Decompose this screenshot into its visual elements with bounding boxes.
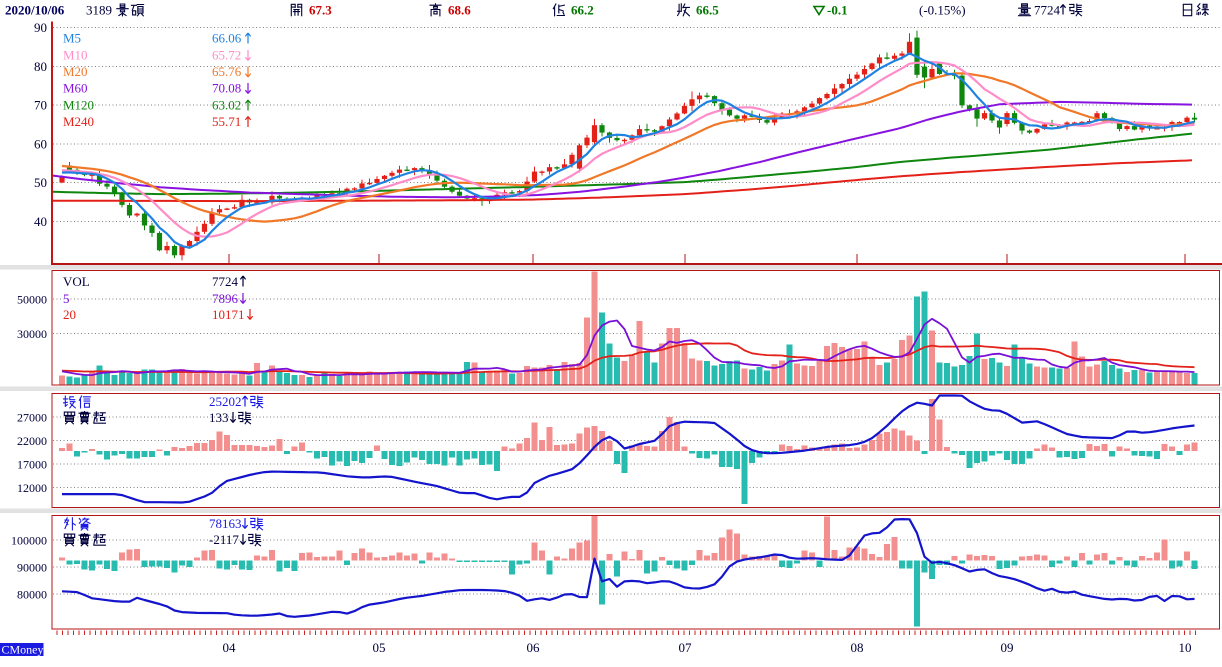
svg-text:70.08: 70.08 bbox=[212, 81, 241, 96]
svg-text:5: 5 bbox=[63, 291, 70, 306]
svg-text:M240: M240 bbox=[63, 114, 94, 129]
svg-text:7896: 7896 bbox=[212, 291, 239, 306]
svg-text:30000: 30000 bbox=[17, 327, 47, 341]
svg-text:50: 50 bbox=[34, 175, 47, 190]
svg-text:133: 133 bbox=[209, 410, 229, 425]
svg-text:12000: 12000 bbox=[17, 481, 47, 495]
svg-text:70: 70 bbox=[34, 98, 47, 113]
svg-text:40: 40 bbox=[34, 214, 47, 229]
svg-text:80000: 80000 bbox=[17, 588, 47, 602]
svg-text:M10: M10 bbox=[63, 48, 88, 63]
svg-text:25202: 25202 bbox=[209, 394, 242, 409]
svg-text:68.6: 68.6 bbox=[448, 3, 471, 18]
svg-text:(-0.15%): (-0.15%) bbox=[919, 3, 966, 18]
svg-text:65.72: 65.72 bbox=[212, 48, 241, 63]
svg-text:06: 06 bbox=[527, 640, 541, 655]
svg-text:7724: 7724 bbox=[212, 274, 239, 289]
svg-text:90000: 90000 bbox=[17, 561, 47, 575]
svg-text:10: 10 bbox=[1179, 640, 1192, 655]
svg-text:-0.1: -0.1 bbox=[827, 3, 848, 18]
svg-text:17000: 17000 bbox=[17, 458, 47, 472]
svg-text:07: 07 bbox=[679, 640, 693, 655]
svg-text:100000: 100000 bbox=[11, 534, 47, 548]
svg-text:63.02: 63.02 bbox=[212, 98, 241, 113]
svg-text:80: 80 bbox=[34, 59, 47, 74]
svg-text:CMoney: CMoney bbox=[2, 643, 44, 657]
svg-text:-2117: -2117 bbox=[209, 532, 239, 547]
svg-text:05: 05 bbox=[373, 640, 386, 655]
svg-text:67.3: 67.3 bbox=[309, 3, 332, 18]
svg-text:27000: 27000 bbox=[17, 411, 47, 425]
svg-text:M60: M60 bbox=[63, 81, 88, 96]
svg-text:3189: 3189 bbox=[86, 3, 112, 18]
svg-text:66.5: 66.5 bbox=[696, 3, 719, 18]
svg-text:08: 08 bbox=[851, 640, 864, 655]
svg-text:65.76: 65.76 bbox=[212, 64, 242, 79]
svg-text:09: 09 bbox=[1001, 640, 1014, 655]
svg-text:7724: 7724 bbox=[1034, 3, 1061, 18]
svg-text:M5: M5 bbox=[63, 31, 81, 46]
svg-text:66.2: 66.2 bbox=[571, 3, 594, 18]
svg-text:M120: M120 bbox=[63, 98, 94, 113]
svg-text:90: 90 bbox=[34, 20, 47, 35]
svg-text:M20: M20 bbox=[63, 64, 88, 79]
svg-text:60: 60 bbox=[34, 136, 47, 151]
svg-text:22000: 22000 bbox=[17, 434, 47, 448]
svg-text:55.71: 55.71 bbox=[212, 114, 241, 129]
svg-text:2020/10/06: 2020/10/06 bbox=[5, 3, 65, 18]
svg-text:20: 20 bbox=[63, 307, 76, 322]
svg-text:78163: 78163 bbox=[209, 516, 242, 531]
svg-text:10171: 10171 bbox=[212, 307, 245, 322]
svg-text:VOL: VOL bbox=[63, 274, 90, 289]
svg-text:04: 04 bbox=[223, 640, 237, 655]
svg-text:66.06: 66.06 bbox=[212, 31, 242, 46]
svg-text:50000: 50000 bbox=[17, 293, 47, 307]
